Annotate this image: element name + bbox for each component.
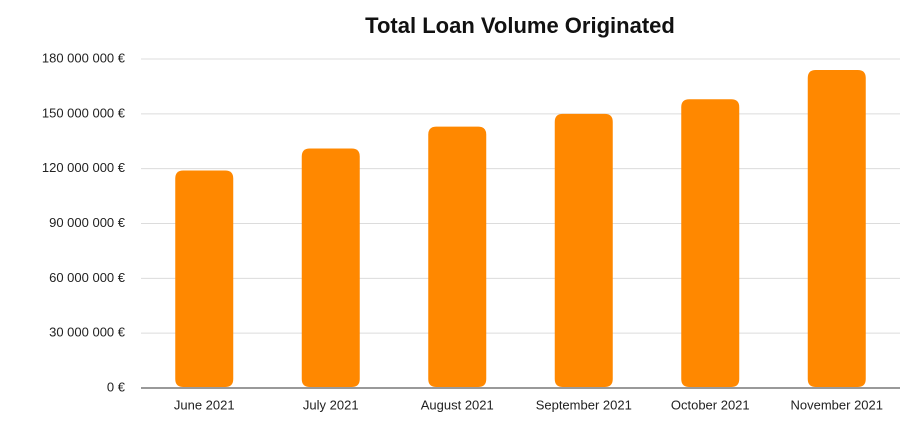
bar xyxy=(807,69,866,387)
y-tick-label: 90 000 000 € xyxy=(49,215,126,230)
bar xyxy=(554,113,613,387)
chart-title: Total Loan Volume Originated xyxy=(365,13,675,38)
x-tick-label: June 2021 xyxy=(174,397,235,412)
y-tick-label: 120 000 000 € xyxy=(42,160,126,175)
y-tick-label: 30 000 000 € xyxy=(49,325,126,340)
y-tick-label: 60 000 000 € xyxy=(49,270,126,285)
x-tick-label: July 2021 xyxy=(303,397,359,412)
y-tick-label: 150 000 000 € xyxy=(42,105,126,120)
x-tick-label: September 2021 xyxy=(536,397,632,412)
bar xyxy=(428,126,487,387)
x-tick-label: November 2021 xyxy=(791,397,884,412)
y-tick-label: 0 € xyxy=(107,379,126,394)
bar xyxy=(175,170,234,387)
x-tick-label: October 2021 xyxy=(671,397,750,412)
y-tick-label: 180 000 000 € xyxy=(42,50,126,65)
bar xyxy=(681,99,740,387)
bar xyxy=(301,148,360,387)
x-tick-label: August 2021 xyxy=(421,397,494,412)
